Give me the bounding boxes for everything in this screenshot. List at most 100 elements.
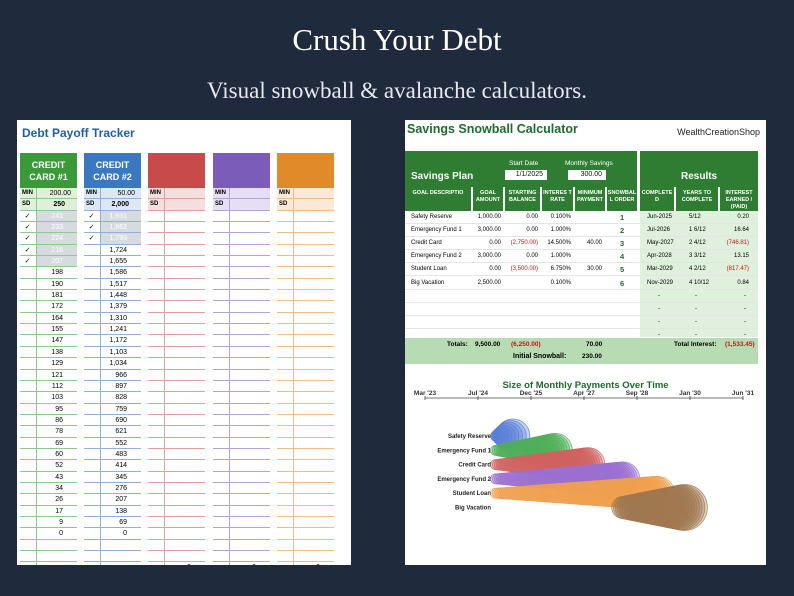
balance-row[interactable]: 1,517 <box>84 278 141 291</box>
balance-row[interactable]: 138 <box>84 505 141 517</box>
balance-row[interactable] <box>213 210 270 223</box>
balance-row[interactable] <box>148 437 205 449</box>
balance-row[interactable] <box>277 448 334 461</box>
balance-row[interactable] <box>213 358 270 370</box>
balance-row[interactable] <box>148 324 205 336</box>
min-value[interactable]: 50.00 <box>117 190 135 197</box>
goal-row[interactable]: Credit Card 0.00 (2,750.00) 14.500% 40.00 3 Ma… <box>405 237 758 251</box>
balance-row[interactable]: 1,310 <box>84 312 141 325</box>
balance-row[interactable]: 34 <box>20 482 77 495</box>
min-value[interactable]: 200.00 <box>49 190 71 197</box>
goal-row[interactable]: --- <box>405 316 758 329</box>
balance-row[interactable] <box>213 482 270 495</box>
sd-row[interactable]: SD <box>277 199 334 211</box>
min-row[interactable]: MIN 200.00 <box>20 188 77 200</box>
balance-row[interactable]: 164 <box>20 312 77 325</box>
balance-row[interactable] <box>148 369 205 381</box>
balance-row[interactable]: 190 <box>20 278 77 291</box>
balance-row[interactable]: 1,103 <box>84 346 141 359</box>
sd-value[interactable]: 250 <box>53 201 65 209</box>
balance-row[interactable]: 483 <box>84 448 141 461</box>
balance-row[interactable]: 1,448 <box>84 290 141 302</box>
balance-row[interactable]: 112 <box>20 380 77 393</box>
balance-row[interactable] <box>277 471 334 483</box>
balance-row[interactable] <box>277 290 334 302</box>
sd-row[interactable]: SD <box>213 199 270 211</box>
balance-row[interactable] <box>213 312 270 325</box>
balance-row[interactable] <box>213 324 270 336</box>
balance-row[interactable] <box>20 562 77 565</box>
paid-row[interactable]: ✓ 1,931 <box>84 210 141 223</box>
balance-row[interactable]: 897 <box>84 380 141 393</box>
balance-row[interactable]: 95 <box>20 403 77 415</box>
balance-row[interactable] <box>148 539 205 551</box>
balance-row[interactable] <box>148 414 205 427</box>
balance-row[interactable] <box>277 312 334 325</box>
balance-row[interactable]: 60 <box>20 448 77 461</box>
balance-row[interactable] <box>213 267 270 279</box>
balance-row[interactable]: 0 <box>84 528 141 540</box>
balance-row[interactable] <box>148 256 205 268</box>
check-icon[interactable]: ✓ <box>24 224 31 232</box>
balance-row[interactable] <box>213 301 270 313</box>
balance-row[interactable]: 966 <box>84 369 141 381</box>
balance-row[interactable]: 26 <box>20 494 77 506</box>
balance-row[interactable] <box>277 267 334 279</box>
paid-row[interactable]: ✓ 241 <box>20 210 77 223</box>
balance-row[interactable] <box>277 233 334 245</box>
balance-row[interactable] <box>277 551 334 563</box>
sd-row[interactable]: SD <box>148 199 205 211</box>
check-icon[interactable]: ✓ <box>24 235 31 243</box>
balance-row[interactable]: 121 <box>20 369 77 381</box>
balance-row[interactable] <box>213 256 270 268</box>
balance-row[interactable] <box>277 528 334 540</box>
balance-row[interactable] <box>277 222 334 234</box>
balance-row[interactable]: 0 <box>213 562 270 565</box>
balance-row[interactable] <box>213 539 270 551</box>
balance-row[interactable] <box>277 210 334 223</box>
balance-row[interactable] <box>84 562 141 565</box>
sd-row[interactable]: SD 2,000 <box>84 199 141 211</box>
balance-row[interactable] <box>213 222 270 234</box>
goal-row[interactable]: Student Loan 0.00 (3,500.00) 6.750% 30.00 5 Ma… <box>405 263 758 277</box>
balance-row[interactable]: 414 <box>84 460 141 472</box>
balance-row[interactable] <box>148 494 205 506</box>
start-date-input[interactable]: 1/1/2025 <box>505 170 547 180</box>
balance-row[interactable] <box>148 267 205 279</box>
balance-row[interactable]: 17 <box>20 505 77 517</box>
goal-row[interactable]: --- <box>405 303 758 316</box>
balance-row[interactable] <box>148 301 205 313</box>
balance-row[interactable]: 138 <box>20 346 77 359</box>
balance-row[interactable] <box>213 244 270 257</box>
balance-row[interactable] <box>277 482 334 495</box>
balance-row[interactable] <box>148 403 205 415</box>
balance-row[interactable] <box>277 335 334 347</box>
check-icon[interactable]: ✓ <box>24 258 31 266</box>
sd-value[interactable]: 2,000 <box>111 201 129 209</box>
balance-row[interactable] <box>148 244 205 257</box>
balance-row[interactable] <box>213 403 270 415</box>
goal-row[interactable]: Big Vacation 2,500.00 0.100% 6 Nov-2029 4 10/… <box>405 277 758 290</box>
goal-row[interactable]: Emergency Fund 2 3,000.00 0.00 1.000% 4 Apr-2… <box>405 250 758 264</box>
check-icon[interactable]: ✓ <box>24 246 31 254</box>
balance-row[interactable] <box>213 278 270 291</box>
balance-row[interactable] <box>148 290 205 302</box>
balance-row[interactable]: 1,655 <box>84 256 141 268</box>
balance-row[interactable]: 0 <box>277 562 334 565</box>
balance-row[interactable] <box>84 539 141 551</box>
balance-row[interactable]: 147 <box>20 335 77 347</box>
balance-row[interactable] <box>277 278 334 291</box>
balance-row[interactable] <box>148 471 205 483</box>
balance-row[interactable]: 155 <box>20 324 77 336</box>
balance-row[interactable] <box>148 460 205 472</box>
balance-row[interactable] <box>213 392 270 404</box>
paid-row[interactable]: ✓ 233 <box>20 222 77 234</box>
balance-row[interactable]: 690 <box>84 414 141 427</box>
balance-row[interactable] <box>277 437 334 449</box>
min-row[interactable]: MIN <box>213 188 270 200</box>
min-row[interactable]: MIN <box>277 188 334 200</box>
balance-row[interactable]: 1,586 <box>84 267 141 279</box>
balance-row[interactable] <box>213 460 270 472</box>
balance-row[interactable]: 69 <box>84 516 141 529</box>
balance-row[interactable] <box>213 426 270 438</box>
